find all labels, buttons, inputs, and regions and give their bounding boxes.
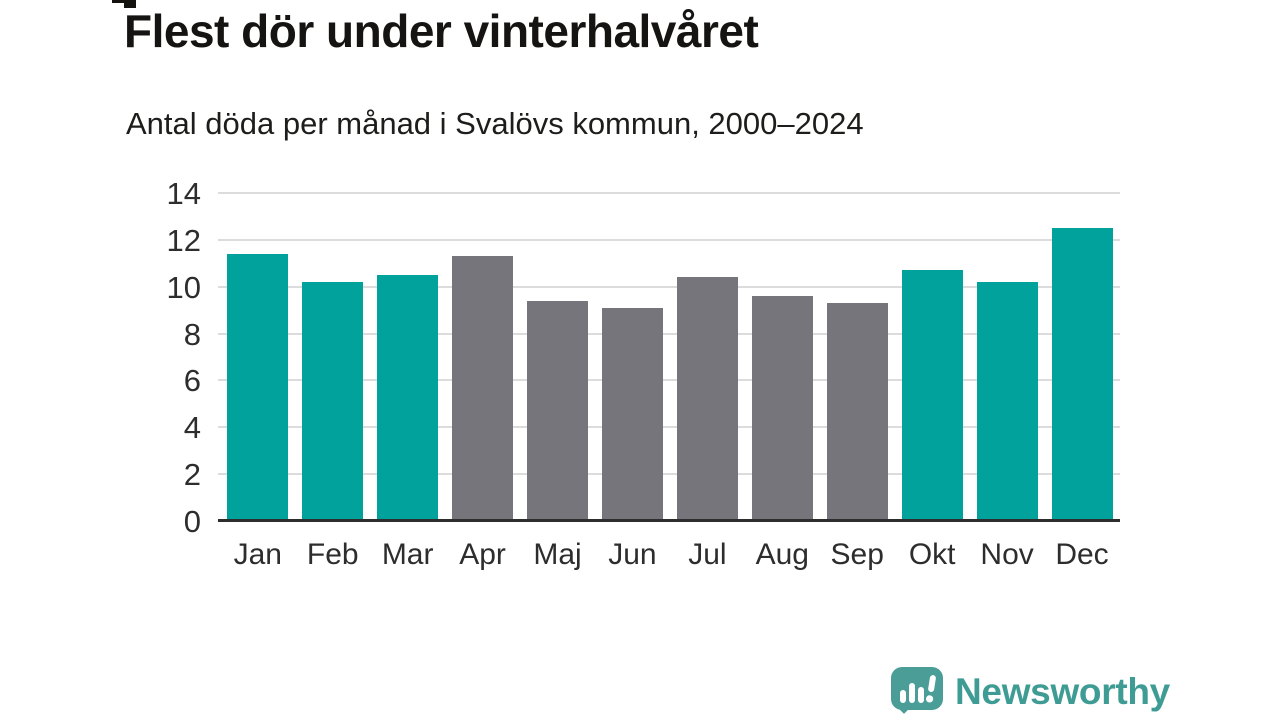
x-label-jan: Jan (233, 538, 282, 571)
x-axis-line (218, 519, 1120, 522)
x-label-aug: Aug (755, 538, 809, 571)
y-tick-label-4: 4 (183, 410, 201, 446)
bar-chart-speech-bubble-icon (891, 667, 943, 714)
y-tick-label-6: 6 (183, 363, 201, 399)
bar-maj (527, 300, 589, 521)
x-label-maj: Maj (533, 538, 582, 571)
grid-line-2 (218, 473, 1120, 476)
x-label-sep: Sep (830, 538, 884, 571)
newsworthy-logo: Newsworthy (890, 666, 1170, 718)
bar-feb (302, 282, 364, 521)
bar-apr (452, 256, 514, 521)
y-tick-label-0: 0 (183, 504, 201, 539)
bar-jul (676, 277, 738, 521)
newsworthy-logo-text: Newsworthy (955, 671, 1170, 712)
x-label-dec: Dec (1055, 538, 1109, 571)
y-tick-label-8: 8 (183, 316, 201, 352)
bar-jun (601, 307, 663, 521)
x-label-apr: Apr (459, 538, 506, 571)
x-label-jul: Jul (688, 538, 727, 571)
chart-subtitle: Antal döda per månad i Svalövs kommun, 2… (126, 106, 864, 141)
x-label-jun: Jun (608, 538, 657, 571)
bar-okt (901, 270, 963, 521)
y-tick-label-10: 10 (166, 269, 201, 305)
bar-aug (751, 296, 813, 521)
y-tick-label-14: 14 (166, 176, 201, 211)
bar-sep (826, 303, 888, 521)
grid-line-6 (218, 379, 1120, 382)
grid-line-8 (218, 332, 1120, 335)
grid-line-12 (218, 238, 1120, 241)
bar-nov (976, 282, 1038, 521)
grid-line-4 (218, 426, 1120, 429)
grid-line-10 (218, 285, 1120, 288)
chart-title: Flest dör under vinterhalvåret (124, 5, 759, 57)
bar-chart-plot (218, 192, 1120, 522)
bar-mar (377, 275, 439, 521)
x-label-feb: Feb (306, 538, 359, 571)
x-label-mar: Mar (381, 538, 434, 571)
grid-line-14 (218, 192, 1120, 194)
y-tick-label-12: 12 (166, 222, 201, 258)
x-label-okt: Okt (908, 538, 956, 571)
x-label-nov: Nov (980, 538, 1034, 571)
y-tick-label-2: 2 (183, 457, 201, 493)
cropped-glyph-artifact (124, 0, 136, 8)
bar-jan (227, 253, 289, 521)
bar-dec (1051, 228, 1113, 521)
